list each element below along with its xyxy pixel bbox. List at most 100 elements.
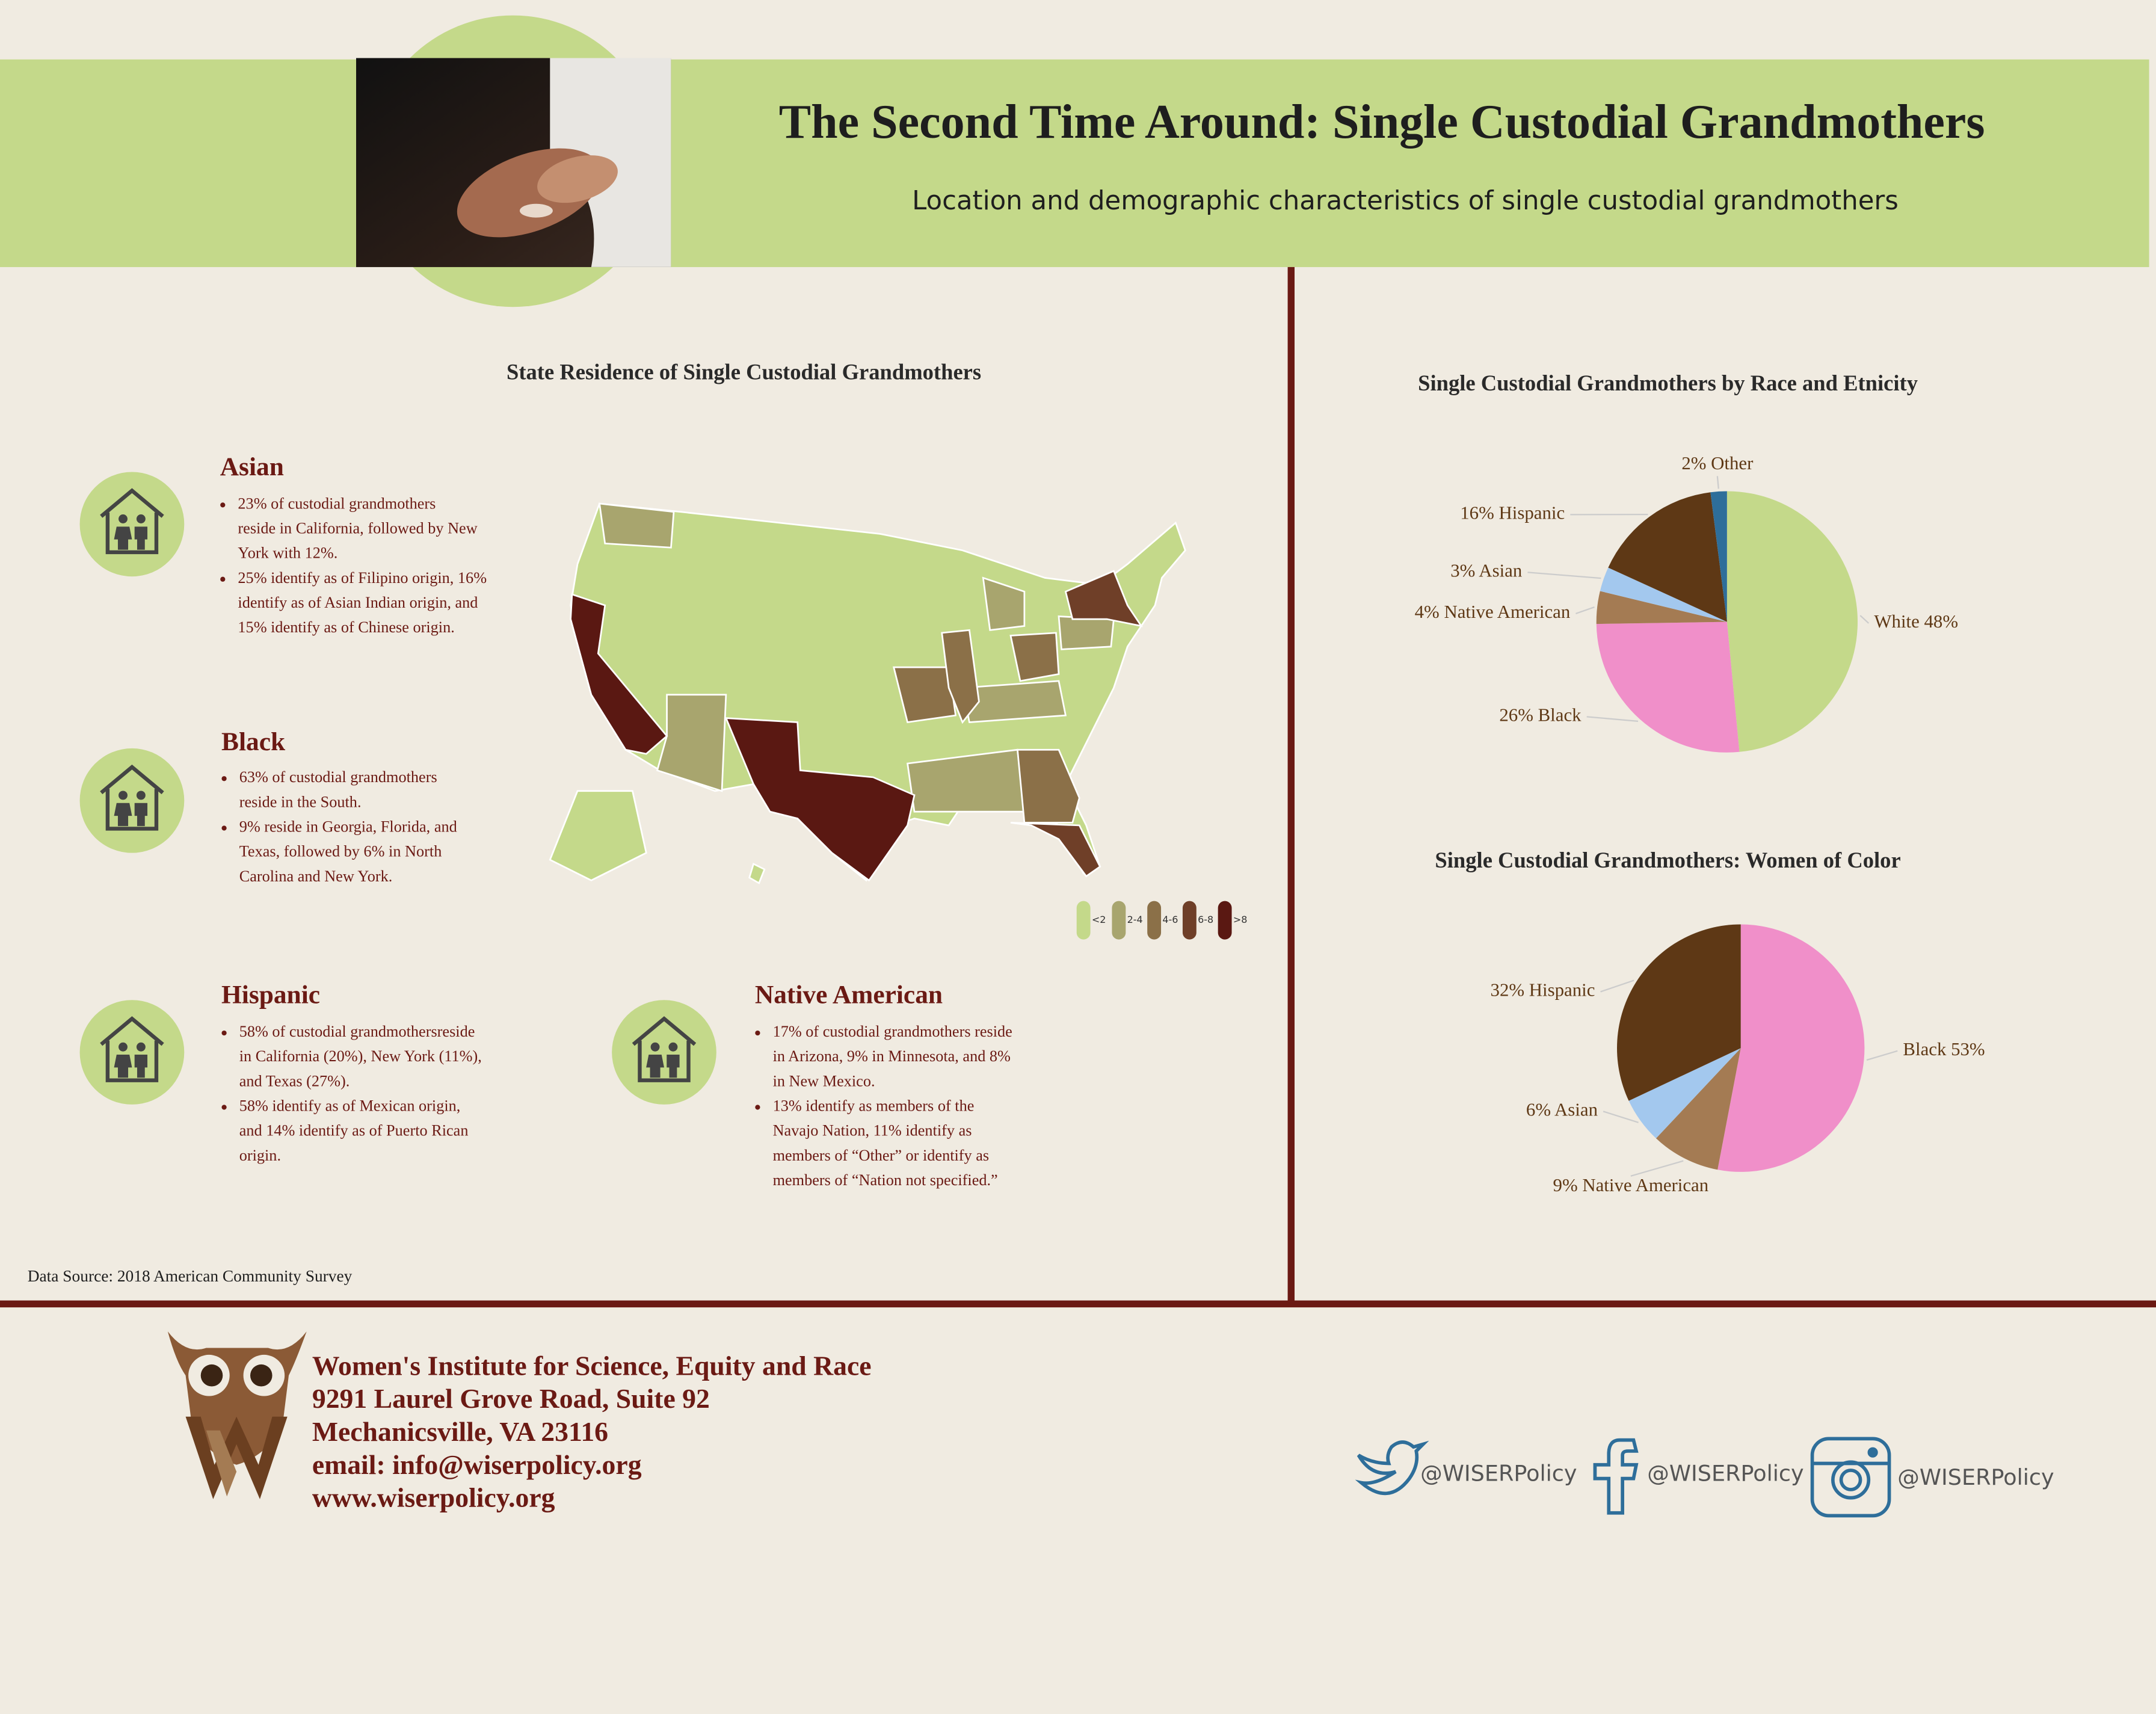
slice-label: 32% Hispanic [1491,980,1595,1000]
bullet-text: 13% identify as members of the [773,1097,975,1115]
subtitle: Location and demographic characteristics… [912,186,1899,216]
leader-line [1586,716,1639,723]
bullet-dot [755,1105,760,1110]
leader-line [1600,979,1634,993]
legend-swatch [1112,901,1126,940]
us-map [549,502,1186,884]
state-region [941,629,980,724]
slice-label: 3% Asian [1450,560,1522,581]
pie-slice [1596,621,1740,753]
bullet-text: and 14% identify as of Puerto Rican [239,1122,469,1139]
header-photo [356,58,671,267]
slice-label: 6% Asian [1526,1099,1598,1120]
legend-label: 6-8 [1198,914,1213,925]
address-line: email: info@wiserpolicy.org [312,1449,642,1480]
header-band [0,59,2149,267]
leader-line [1866,1050,1898,1061]
bullet-text: 9% reside in Georgia, Florida, and [239,818,457,836]
slice-label: 4% Native American [1415,602,1571,622]
state-region [1010,821,1101,878]
chart-title: Single Custodial Grandmothers: Women of … [1435,848,1900,872]
bullet-dot [221,776,227,781]
legend-label: 4-6 [1162,914,1178,925]
address-line: 9291 Laurel Grove Road, Suite 92 [312,1383,710,1414]
state-region [656,694,727,792]
bullet-dot [221,825,227,831]
state-region [892,666,957,724]
bullet-text: 25% identify as of Filipino origin, 16% [238,569,487,587]
bullet-dot [755,1030,760,1036]
social-handle: @WISERPolicy [1420,1460,1577,1486]
bullet-text: identify as of Asian Indian origin, and [238,594,478,611]
section-title: Hispanic [221,981,320,1010]
section-title: Black [221,727,286,756]
bullet-dot [220,576,226,582]
legend-swatch [1076,901,1091,940]
leader-line [1603,1111,1639,1123]
bullet-dot [221,1030,227,1036]
legend-swatch [1182,901,1197,940]
pie-slice [1717,924,1865,1172]
bullet-text: reside in California, followed by New [238,520,477,537]
legend-label: 2-4 [1127,914,1143,925]
address-line: Mechanicsville, VA 23116 [312,1416,608,1447]
pie-slice [1726,491,1858,752]
bullet-text: members of “Other” or identify as [773,1147,990,1164]
bullet-text: Carolina and New York. [239,868,393,885]
state-region [982,576,1026,631]
leader-line [1575,606,1595,615]
social-handle: @WISERPolicy [1647,1460,1803,1486]
bullet-text: in Arizona, 9% in Minnesota, and 8% [773,1047,1011,1065]
slice-label: Black 53% [1903,1039,1985,1059]
bullet-text: members of “Nation not specified.” [773,1171,998,1189]
social-handles: @WISERPolicy @WISERPolicy @WISERPolicy [1420,1460,2054,1490]
bullet-text: 23% of custodial grandmothers [238,495,436,512]
social-icons [1355,1437,1891,1518]
icon-circle [612,1000,716,1105]
bullet-text: origin. [239,1147,281,1164]
state-region [1016,748,1080,824]
bullet-text: Texas, followed by 6% in North [239,843,442,860]
slice-label: 9% Native American [1553,1175,1709,1195]
leader-line [1716,476,1719,489]
bullet-text: 17% of custodial grandmothers reside [773,1023,1012,1040]
slice-label: White 48% [1874,611,1958,632]
bullet-dot [221,1105,227,1110]
address-line: Women's Institute for Science, Equity an… [312,1350,872,1381]
state-region [598,502,675,549]
state-region [549,790,647,881]
bullet-text: in New Mexico. [773,1072,875,1090]
address-line: www.wiserpolicy.org [312,1482,555,1513]
map-legend: <2 2-4 4-6 6-8 >8 [1076,901,1247,940]
state-region [570,593,668,755]
legend-swatch [1147,901,1162,940]
bullet-dot [220,502,226,508]
social-handle: @WISERPolicy [1897,1464,2054,1490]
bullet-text: 58% identify as of Mexican origin, [239,1097,461,1115]
leader-line [1527,572,1601,579]
sections: Asian 23% of custodial grandmothers reside… [79,452,1012,1189]
bullet-text: 15% identify as of Chinese origin. [238,618,454,636]
pie-slice [1628,1048,1741,1139]
section-title: Asian [220,452,284,481]
slice-label: 2% Other [1681,453,1753,473]
data-source: Data Source: 2018 American Community Sur… [28,1267,353,1285]
state-region [724,717,916,882]
icon-circle [79,748,185,853]
state-region [1058,615,1115,650]
icon-circle [79,1000,185,1105]
bullet-text: 63% of custodial grandmothers [239,768,437,786]
bullet-text: and Texas (27%). [239,1072,350,1090]
state-region [748,862,766,884]
bullet-text: reside in the South. [239,793,362,810]
bullet-text: 58% of custodial grandmothersreside [239,1023,475,1040]
section-title: Native American [755,981,943,1010]
chart-title: Single Custodial Grandmothers by Race an… [1418,371,1918,395]
slice-label: 16% Hispanic [1460,502,1565,523]
bullet-text: York with 12%. [238,544,337,562]
pie-charts: Single Custodial Grandmothers by Race an… [1415,371,1985,1195]
pie-slice [1596,591,1727,624]
pie-slice [1600,567,1727,622]
leader-line [1630,1160,1684,1177]
